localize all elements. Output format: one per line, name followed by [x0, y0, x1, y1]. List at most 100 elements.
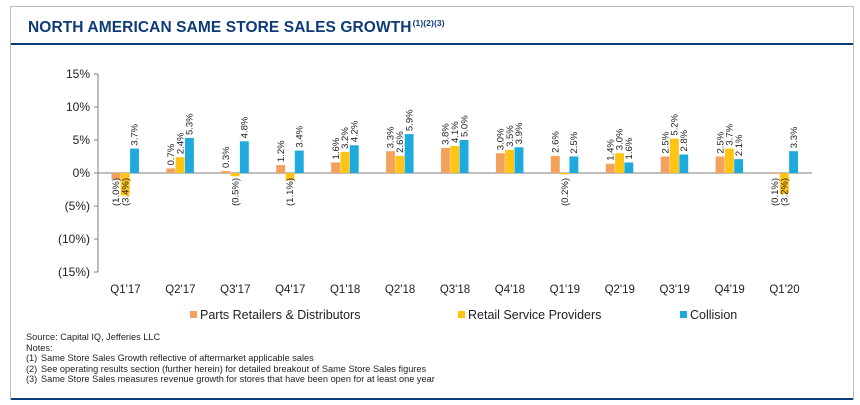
data-label: (0.2%) — [560, 178, 571, 206]
bar — [386, 151, 395, 173]
bar — [166, 168, 176, 173]
x-tick-label: Q1'20 — [769, 284, 799, 296]
data-label: 0.3% — [221, 146, 232, 168]
bar — [130, 148, 139, 173]
data-label: 2.6% — [550, 131, 561, 153]
data-label: 3.0% — [615, 128, 626, 150]
bar — [120, 173, 130, 196]
bar — [560, 173, 570, 175]
title-footnote-refs: (1)(2)(3) — [412, 18, 445, 28]
bar — [404, 134, 414, 173]
bar — [331, 162, 341, 173]
bar-chart: 15% 10% 5% 0% (5%) (10%) (15%) (1.0%)(3.4%) 3.7%… — [58, 67, 812, 322]
title-bar: NORTH AMERICAN SAME STORE SALES GROWTH(1… — [11, 7, 853, 43]
bar — [605, 163, 615, 173]
note-number: (1) — [26, 353, 38, 364]
data-label: 2.4% — [175, 132, 186, 154]
chart-title: NORTH AMERICAN SAME STORE SALES GROWTH(1… — [28, 18, 445, 37]
note-text: Same Store Sales Growth reflective of af… — [41, 353, 314, 364]
data-label: (0.5%) — [230, 178, 241, 206]
bar — [175, 157, 185, 173]
bar — [779, 173, 789, 195]
bar — [615, 153, 624, 173]
x-tick-label: Q3'17 — [220, 284, 250, 296]
bar — [660, 156, 670, 173]
data-label: 3.9% — [514, 122, 525, 144]
data-label: (3.2%) — [779, 178, 790, 206]
data-label: 5.2% — [670, 113, 681, 135]
data-label: 3.4% — [294, 125, 305, 147]
data-label: 0.7% — [166, 143, 177, 165]
bar — [441, 147, 450, 173]
bar — [679, 154, 689, 173]
legend-swatch — [458, 311, 465, 318]
x-tick-label: Q3'18 — [440, 284, 470, 296]
data-label: 3.3% — [386, 126, 397, 148]
data-label: 3.5% — [505, 125, 516, 147]
note-number: (2) — [26, 363, 38, 374]
x-tick-label: Q1'19 — [550, 284, 580, 296]
data-label: (1.1%) — [285, 178, 296, 206]
data-label: 3.7% — [130, 123, 141, 145]
data-label: 1.6% — [624, 137, 635, 159]
data-label: 2.8% — [679, 129, 690, 151]
bar — [221, 171, 231, 173]
bar — [459, 140, 469, 173]
data-label: 4.1% — [450, 121, 461, 143]
bar — [450, 145, 460, 173]
note-1: (1) Same Store Sales Growth reflective of… — [26, 353, 435, 364]
bar — [349, 145, 359, 173]
bar — [789, 151, 799, 173]
note-number: (3) — [26, 374, 38, 385]
data-label: 2.5% — [660, 131, 671, 153]
data-label: 5.0% — [459, 115, 470, 137]
x-tick-label: Q1'17 — [110, 284, 140, 296]
data-label: (3.4%) — [120, 178, 131, 206]
bar — [230, 173, 240, 177]
bar — [285, 173, 295, 181]
source-line: Source: Capital IQ, Jefferies LLC — [26, 332, 161, 342]
bar — [550, 155, 560, 173]
note-text: See operating results section (further h… — [41, 363, 427, 374]
data-label: 3.2% — [340, 127, 351, 149]
x-tick-label: Q3'19 — [660, 284, 690, 296]
bar — [624, 162, 634, 173]
chart-panel: NORTH AMERICAN SAME STORE SALES GROWTH(1… — [10, 6, 854, 400]
x-tick-label: Q4'18 — [495, 284, 525, 296]
title-rule — [11, 43, 853, 45]
legend-label: Parts Retailers & Distributors — [200, 308, 360, 322]
legend-label: Retail Service Providers — [468, 308, 601, 322]
y-tick-label: 15% — [66, 67, 90, 81]
bar — [569, 156, 579, 173]
bar — [111, 173, 121, 180]
data-label: (0.1%) — [770, 178, 781, 206]
bar — [184, 138, 194, 173]
data-label: 4.2% — [349, 120, 360, 142]
bar — [340, 151, 350, 173]
y-tick-label: 0% — [73, 166, 91, 180]
data-label: 1.6% — [331, 137, 342, 159]
bar — [734, 159, 744, 173]
data-label: 3.0% — [496, 128, 507, 150]
notes-block: Source: Capital IQ, Jefferies LLC Notes:… — [26, 332, 435, 385]
data-label: 2.1% — [734, 134, 745, 156]
data-label: 1.4% — [605, 139, 616, 161]
bar — [505, 149, 515, 173]
chart-title-text: NORTH AMERICAN SAME STORE SALES GROWTH — [28, 19, 412, 36]
x-tick-label: Q4'17 — [275, 284, 305, 296]
bar — [715, 156, 725, 173]
data-label: 5.9% — [404, 109, 415, 131]
bar — [770, 173, 780, 174]
legend-swatch — [190, 311, 197, 318]
x-tick-label: Q2'17 — [165, 284, 195, 296]
note-2: (2) See operating results section (furthe… — [26, 364, 435, 375]
y-tick-label: 5% — [73, 133, 91, 147]
note-3: (3) Same Store Sales measures revenue gro… — [26, 374, 435, 385]
bottom-rule — [11, 398, 853, 400]
data-label: 3.3% — [789, 126, 800, 148]
bar — [514, 147, 524, 173]
y-tick-label: 10% — [66, 100, 90, 114]
x-tick-label: Q4'19 — [714, 284, 744, 296]
data-label: 4.8% — [240, 116, 251, 138]
bar — [669, 138, 679, 173]
